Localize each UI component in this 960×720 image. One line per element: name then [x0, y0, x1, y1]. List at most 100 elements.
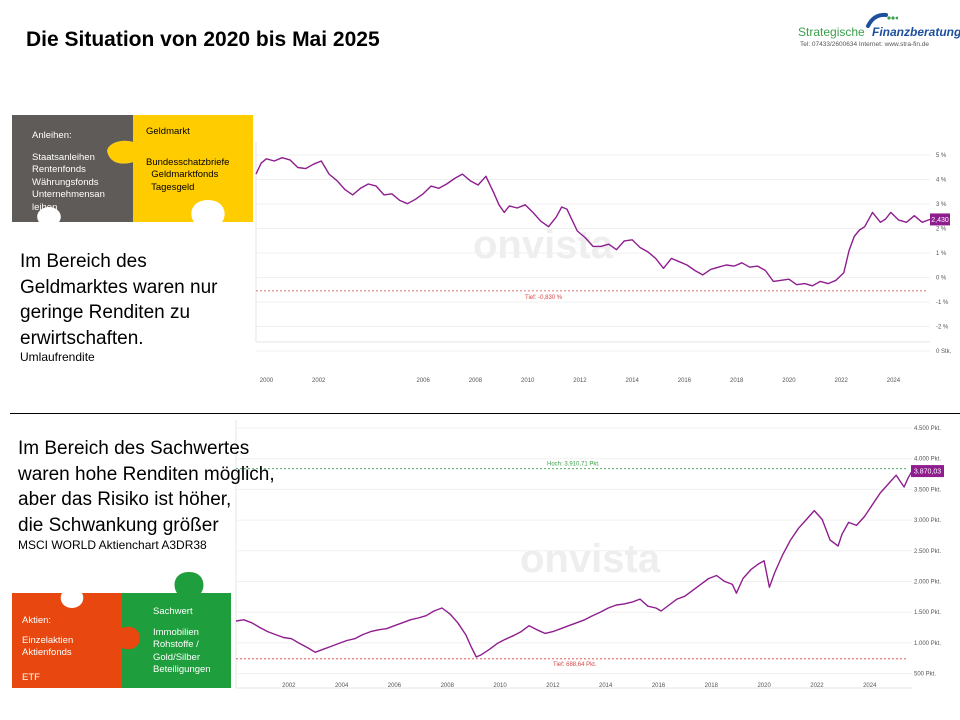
- puzzle-aktien-title: Aktien:: [22, 615, 52, 626]
- x-tick-label: 2024: [863, 683, 877, 689]
- y-tick-label: 3.500 Pkt.: [914, 487, 941, 493]
- company-logo: Strategische Finanzberatung Tel: 07433/2…: [798, 12, 960, 52]
- last-value-badge: [911, 465, 944, 478]
- puzzle-sachwert-title: Sachwert: [153, 606, 193, 617]
- x-tick-label: 2012: [546, 683, 560, 689]
- logo-text-finanzberatung: Finanzberatung: [872, 25, 960, 39]
- watermark-text: onvista: [520, 537, 661, 581]
- series-line: [255, 156, 931, 287]
- x-tick-label: 2006: [417, 378, 431, 384]
- puzzle-piece-anleihen: [12, 115, 133, 222]
- high-label: Hoch: 3.910,71 Pkt.: [547, 462, 600, 468]
- puzzle-anleihen-text: Anleihen: Staatsanleihen Rentenfonds Wäh…: [32, 130, 105, 214]
- puzzle-item: Einzelaktien: [22, 634, 74, 646]
- x-tick-label: 2010: [521, 378, 535, 384]
- y-tick-label: -2 %: [936, 325, 949, 331]
- y-tick-label: 5 %: [936, 153, 947, 159]
- puzzle-piece-sachwert: [122, 572, 231, 688]
- heading-line: Geldmarktes waren nur: [20, 276, 218, 298]
- heading-line: erwirtschaften.: [20, 327, 144, 349]
- low-label: Tief: -0,830 %: [525, 295, 563, 301]
- puzzle-item: ETF: [22, 672, 40, 683]
- x-tick-label: 2022: [834, 378, 848, 384]
- y-tick-label: 2 %: [936, 227, 947, 233]
- x-tick-label: 2012: [573, 378, 587, 384]
- x-tick-label: 2016: [678, 378, 692, 384]
- puzzle-sachwert-text: Sachwert Immobilien Rohstoffe / Gold/Sil…: [153, 606, 211, 677]
- top-heading: Im Bereich des Geldmarktes waren nur ger…: [20, 249, 217, 351]
- x-tick-label: 2000: [260, 378, 274, 384]
- watermark-text: onvista: [473, 223, 614, 267]
- x-tick-label: 2020: [782, 378, 796, 384]
- x-tick-label: 2018: [730, 378, 744, 384]
- bottom-heading: Im Bereich des Sachwertes waren hohe Ren…: [18, 436, 275, 538]
- x-tick-label: 2020: [757, 683, 771, 689]
- y-tick-label: -1 %: [936, 300, 949, 306]
- puzzle-item: Gold/Silber: [153, 651, 200, 663]
- x-tick-label: 2016: [652, 683, 666, 689]
- logo-icon: [866, 12, 898, 28]
- y-tick-label: 0 %: [936, 276, 947, 282]
- logo-contact-line: Tel: 07433/2600634 Internet: www.stra-fi…: [800, 41, 929, 48]
- last-value-badge: [930, 213, 950, 226]
- x-tick-label: 2014: [599, 683, 613, 689]
- puzzle-item: Tagesgeld: [146, 181, 195, 193]
- bottom-caption: MSCI WORLD Aktienchart A3DR38: [18, 538, 207, 552]
- puzzle-item: Geldmarktfonds: [146, 169, 219, 180]
- y-tick-label: 1.000 Pkt.: [914, 641, 941, 647]
- heading-line: die Schwankung größer: [18, 514, 219, 536]
- y-tick-label: 1 %: [936, 251, 947, 257]
- puzzle-item: Rentenfonds: [32, 164, 86, 175]
- section-divider: [10, 413, 960, 414]
- heading-line: Im Bereich des: [20, 251, 147, 272]
- y-tick-label: 4.000 Pkt.: [914, 457, 941, 463]
- x-tick-label: 2018: [705, 683, 719, 689]
- puzzle-aktien-text: Aktien: Einzelaktien Aktienfonds ETF: [22, 615, 73, 685]
- puzzle-item: leihen: [32, 201, 58, 213]
- y-tick-label: 500 Pkt.: [914, 672, 936, 678]
- puzzle-geldmarkt-text: Geldmarkt Bundesschatzbriefe Geldmarktfo…: [146, 126, 229, 194]
- y-tick-label: 3 %: [936, 202, 947, 208]
- x-tick-label: 2002: [312, 378, 326, 384]
- puzzle-item: [22, 660, 73, 673]
- heading-line: geringe Renditen zu: [20, 302, 191, 323]
- page-title: Die Situation von 2020 bis Mai 2025: [26, 28, 380, 51]
- y-tick-label: 4.500 Pkt.: [914, 426, 941, 432]
- heading-line: Im Bereich des Sachwertes: [18, 438, 250, 459]
- x-tick-label: 2022: [810, 683, 824, 689]
- x-tick-label: 2004: [335, 683, 349, 689]
- y-tick-label: 0 Stk.: [936, 349, 952, 355]
- puzzle-item: Rohstoffe /: [153, 639, 199, 650]
- puzzle-geldmarkt-title: Geldmarkt: [146, 126, 190, 137]
- y-tick-label: 3.000 Pkt.: [914, 518, 941, 524]
- y-tick-label: 4 %: [936, 178, 947, 184]
- puzzle-piece-aktien: [12, 593, 140, 688]
- puzzle-piece-geldmarkt: [107, 115, 254, 222]
- puzzle-aktien-sachwert: [12, 572, 231, 688]
- y-tick-label: 1.500 Pkt.: [914, 610, 941, 616]
- last-value-label: 3.870,03: [914, 469, 941, 476]
- last-value-label: 2,430: [931, 217, 949, 224]
- x-tick-label: 2024: [887, 378, 901, 384]
- x-tick-label: 2010: [493, 683, 507, 689]
- y-tick-label: 2.000 Pkt.: [914, 580, 941, 586]
- top-caption: Umlaufrendite: [20, 350, 95, 364]
- heading-line: waren hohe Renditen möglich,: [18, 463, 275, 485]
- x-tick-label: 2002: [282, 683, 296, 689]
- heading-line: aber das Risiko ist höher,: [18, 489, 232, 510]
- puzzle-item: Beteiligungen: [153, 664, 211, 675]
- puzzle-item: Staatsanleihen: [32, 151, 95, 163]
- y-tick-label: 2.500 Pkt.: [914, 549, 941, 555]
- puzzle-item: Unternehmensan: [32, 189, 105, 200]
- series-line: [235, 470, 913, 658]
- x-tick-label: 2008: [469, 378, 483, 384]
- logo-text-strategische: Strategische: [798, 25, 865, 39]
- puzzle-item: Bundesschatzbriefe: [146, 156, 230, 168]
- x-tick-label: 2014: [626, 378, 640, 384]
- puzzle-anleihen-title: Anleihen:: [32, 130, 72, 141]
- x-tick-label: 2006: [388, 683, 402, 689]
- puzzle-anleihen-geldmarkt: [12, 115, 254, 222]
- puzzle-item: Währungsfonds: [32, 176, 99, 188]
